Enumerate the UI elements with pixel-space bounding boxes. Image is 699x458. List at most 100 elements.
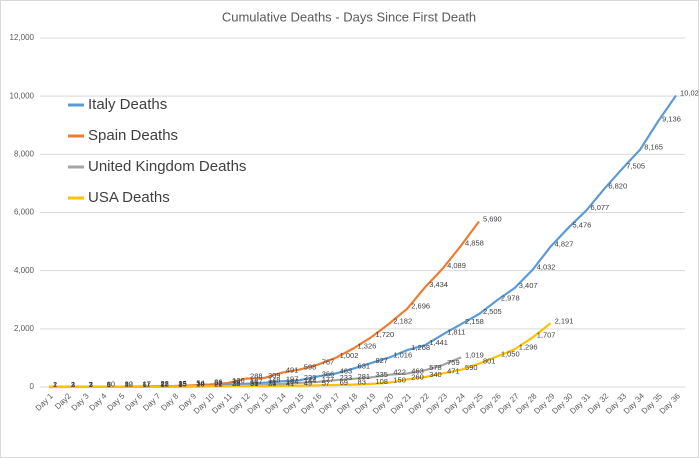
data-label: 463 <box>411 367 424 376</box>
data-label: 57 <box>322 378 330 387</box>
data-label: 5,476 <box>573 221 592 230</box>
data-label: 2 <box>53 380 57 389</box>
data-label: 281 <box>358 372 371 381</box>
data-label: 2,696 <box>411 302 430 311</box>
data-label: 49 <box>304 379 312 388</box>
data-label: 260 <box>411 372 424 381</box>
data-label: 4,858 <box>465 239 484 248</box>
data-label: 10 <box>125 380 133 389</box>
data-label: 11 <box>143 380 151 389</box>
data-label: 827 <box>375 356 388 365</box>
y-tick-label: 0 <box>30 382 35 391</box>
data-label: 7,505 <box>626 162 645 171</box>
data-label: 9 <box>125 380 129 389</box>
data-label: 8 <box>160 380 164 389</box>
data-label: 26 <box>232 379 240 388</box>
data-label: 150 <box>393 376 406 385</box>
data-label: 2,182 <box>393 317 412 326</box>
data-label: 41 <box>286 379 294 388</box>
data-label: 4,827 <box>555 240 574 249</box>
data-label: 36 <box>268 379 276 388</box>
data-label: 2,158 <box>465 317 484 326</box>
data-label: 31 <box>250 379 258 388</box>
data-label: 3,434 <box>429 280 448 289</box>
data-label: 598 <box>304 363 317 372</box>
data-label: 309 <box>268 371 281 380</box>
data-label: 177 <box>322 375 335 384</box>
data-label: 35 <box>178 379 186 388</box>
data-label: 55 <box>250 378 258 387</box>
data-label: 471 <box>447 366 460 375</box>
data-label: 4 <box>125 380 129 389</box>
data-label: 22 <box>214 379 222 388</box>
data-label: 19 <box>196 379 204 388</box>
chart-title: Cumulative Deaths - Days Since First Dea… <box>222 9 476 24</box>
data-label: 491 <box>286 366 299 375</box>
data-label: 71 <box>268 378 276 387</box>
y-tick-label: 4,000 <box>14 266 35 275</box>
y-tick-label: 8,000 <box>14 149 35 158</box>
data-label: 5 <box>107 380 111 389</box>
data-label: 17 <box>143 379 151 388</box>
data-label: 86 <box>214 377 222 386</box>
data-label: 17 <box>143 379 151 388</box>
legend-label: United Kingdom Deaths <box>88 158 246 175</box>
data-label: 2 <box>71 380 75 389</box>
y-tick-label: 12,000 <box>10 33 35 42</box>
data-label: 29 <box>178 379 186 388</box>
data-label: 6 <box>143 380 147 389</box>
y-tick-label: 10,000 <box>10 91 35 100</box>
data-label: 8,165 <box>644 143 663 152</box>
data-label: 4,089 <box>447 261 466 270</box>
legend-label: Spain Deaths <box>88 127 178 144</box>
data-label: 1,016 <box>393 350 412 359</box>
data-label: 288 <box>250 372 263 381</box>
data-label: 233 <box>304 373 317 382</box>
data-label: 1 <box>53 380 57 389</box>
y-tick-label: 6,000 <box>14 208 35 217</box>
legend-label: Italy Deaths <box>88 96 167 113</box>
data-label: 1 <box>71 380 75 389</box>
data-label: 144 <box>304 376 317 385</box>
data-label: 5,690 <box>483 215 502 224</box>
data-label: 335 <box>375 370 388 379</box>
data-label: 1,050 <box>501 349 520 358</box>
data-label: 631 <box>358 362 371 371</box>
data-label: 83 <box>358 378 366 387</box>
data-label: 759 <box>447 358 460 367</box>
data-label: 1,326 <box>358 341 377 350</box>
data-label: 8 <box>178 380 182 389</box>
data-label: 1,441 <box>429 338 448 347</box>
data-label: 233 <box>340 373 353 382</box>
data-label: 3 <box>71 380 75 389</box>
y-tick-label: 2,000 <box>14 324 35 333</box>
data-label: 2 <box>71 380 75 389</box>
data-label: 1,019 <box>465 350 484 359</box>
data-label: 7 <box>89 380 93 389</box>
data-label: 4,032 <box>537 263 556 272</box>
data-label: 2,505 <box>483 307 502 316</box>
data-label: 104 <box>286 377 299 386</box>
data-label: 108 <box>375 377 388 386</box>
data-label: 197 <box>286 374 299 383</box>
data-label: 34 <box>196 379 204 388</box>
data-label: 1,707 <box>537 330 556 339</box>
data-label: 1,811 <box>447 327 465 336</box>
data-label: 3 <box>107 380 111 389</box>
data-label: 1,268 <box>411 343 430 352</box>
data-label: 3,407 <box>519 281 538 290</box>
data-label: 1,296 <box>519 342 538 351</box>
data-label: 21 <box>214 379 222 388</box>
data-label: 2,978 <box>501 293 520 302</box>
data-label: 10 <box>196 380 204 389</box>
data-label: 6 <box>107 380 111 389</box>
data-label: 107 <box>250 377 263 386</box>
data-label: 578 <box>429 363 442 372</box>
data-label: 6,077 <box>590 203 609 212</box>
data-label: 463 <box>340 367 353 376</box>
data-label: 28 <box>160 379 168 388</box>
data-label: 54 <box>196 378 204 387</box>
data-label: 12 <box>160 380 168 389</box>
